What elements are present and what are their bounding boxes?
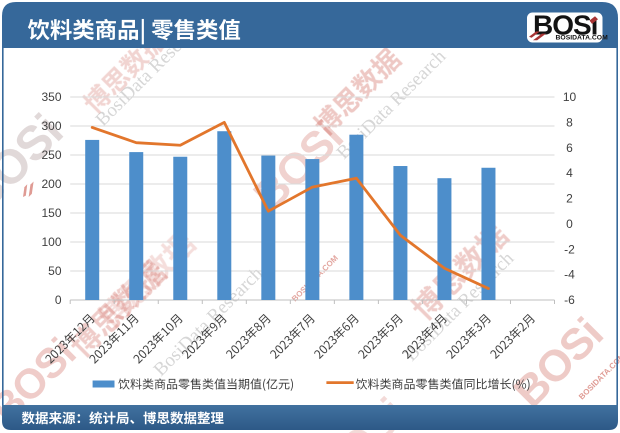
svg-text:BOSIDATA.COM: BOSIDATA.COM <box>556 35 609 42</box>
svg-text:350: 350 <box>41 90 61 104</box>
svg-text:4: 4 <box>566 166 573 180</box>
svg-text:8: 8 <box>566 115 573 129</box>
svg-text:0: 0 <box>55 293 62 307</box>
svg-text:300: 300 <box>41 119 61 133</box>
svg-text:6: 6 <box>566 141 573 155</box>
svg-text:BosiData Research: BosiData Research <box>150 263 268 381</box>
svg-text:200: 200 <box>41 177 61 191</box>
svg-text:-2: -2 <box>564 242 575 256</box>
svg-text:-6: -6 <box>564 293 575 307</box>
svg-text:50: 50 <box>48 264 62 278</box>
svg-text:BOSi: BOSi <box>504 309 612 417</box>
svg-text:BOSi: BOSi <box>244 112 352 220</box>
svg-text:BOSı: BOSı <box>533 10 597 41</box>
svg-text:100: 100 <box>41 235 61 249</box>
svg-text:10: 10 <box>563 90 577 104</box>
svg-text:BOSi: BOSi <box>0 105 73 223</box>
svg-text:-4: -4 <box>564 268 575 282</box>
svg-text:150: 150 <box>41 206 61 220</box>
svg-text:250: 250 <box>41 148 61 162</box>
svg-text:2: 2 <box>566 192 573 206</box>
svg-text:0: 0 <box>566 217 573 231</box>
